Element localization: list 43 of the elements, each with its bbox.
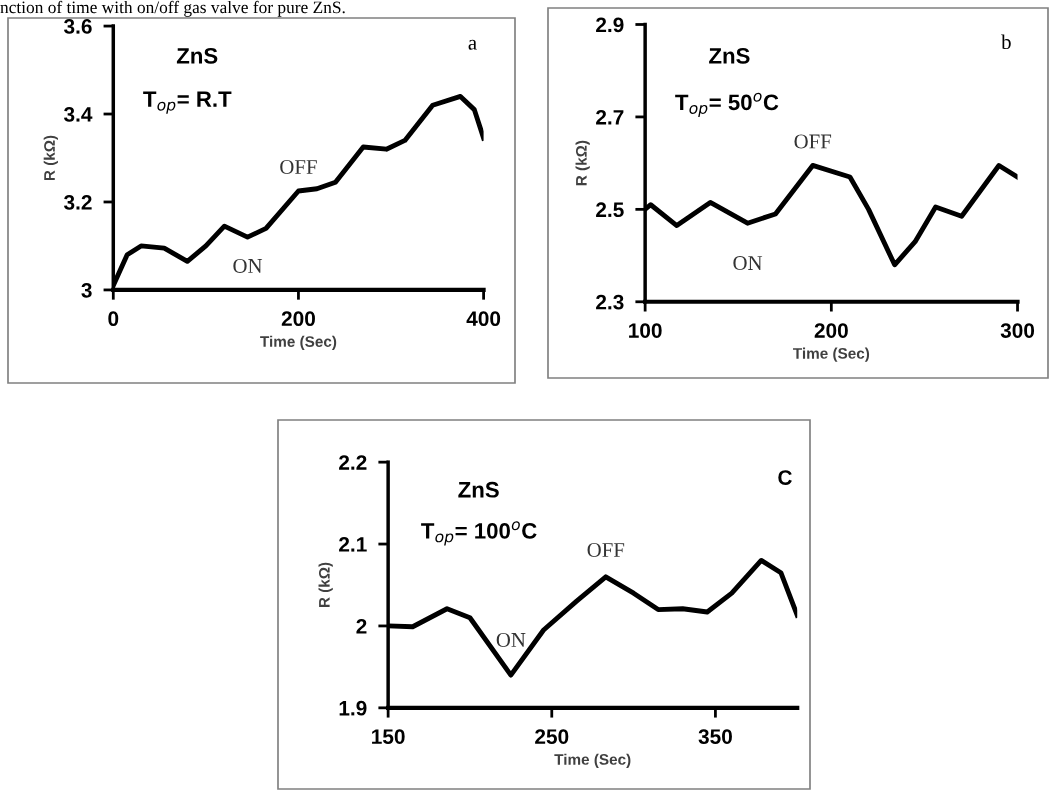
annotation: OFF	[794, 134, 832, 149]
annotation: ON	[733, 256, 763, 271]
x-tick-label: 400	[466, 311, 501, 327]
y-tick-label: 3.4	[63, 107, 93, 122]
y-tick-label: 2	[356, 618, 367, 634]
y-tick-label: 2.2	[339, 455, 367, 470]
x-tick-label: 300	[1000, 323, 1035, 338]
annotation: ZnS	[176, 47, 218, 64]
x-axis-title: Time (Sec)	[793, 347, 870, 362]
y-tick-label: 2.5	[596, 202, 624, 218]
annotation: ZnS	[458, 481, 499, 498]
x-tick-label: 250	[535, 729, 569, 744]
y-tick-label: 1.9	[339, 700, 367, 716]
x-tick-label: 200	[281, 311, 315, 327]
annotation: a	[468, 39, 477, 50]
chart-title: nction of time with on/off gas valve for pure ZnS.	[0, 0, 345, 17]
annotation: OFF	[587, 543, 625, 558]
y-tick-label: 2.9	[596, 17, 624, 33]
x-tick-label: 0	[108, 311, 119, 327]
annotation: ON	[496, 632, 526, 647]
x-tick-label: 200	[814, 323, 848, 338]
y-tick-label: 3.6	[63, 19, 92, 34]
y-axis-title: R (kΩ)	[43, 135, 58, 181]
annotation: OFF	[280, 159, 317, 174]
annotation: T$_{op}$= 50$^{o}$C	[675, 92, 779, 117]
x-tick-label: 350	[698, 729, 732, 745]
y-axis-title: R (kΩ)	[575, 140, 590, 186]
x-tick-label: 100	[629, 323, 662, 338]
annotation: T$_{op}$= R.T	[143, 91, 232, 114]
annotation: ZnS	[709, 47, 750, 64]
y-tick-label: 3	[81, 282, 92, 298]
x-axis-title: Time (Sec)	[554, 753, 631, 768]
y-tick-label: 2.3	[596, 294, 624, 310]
annotation: C	[778, 470, 792, 485]
x-tick-label: 150	[372, 729, 405, 744]
annotation: T$_{op}$= 100$^{o}$C	[421, 521, 537, 546]
annotation: b	[1001, 34, 1011, 50]
y-tick-label: 2.7	[596, 109, 624, 125]
y-tick-label: 3.2	[63, 194, 92, 210]
annotation: ON	[233, 258, 263, 273]
y-axis-title: R (kΩ)	[318, 562, 333, 608]
x-axis-title: Time (Sec)	[260, 335, 337, 350]
y-tick-label: 2.1	[339, 537, 367, 552]
